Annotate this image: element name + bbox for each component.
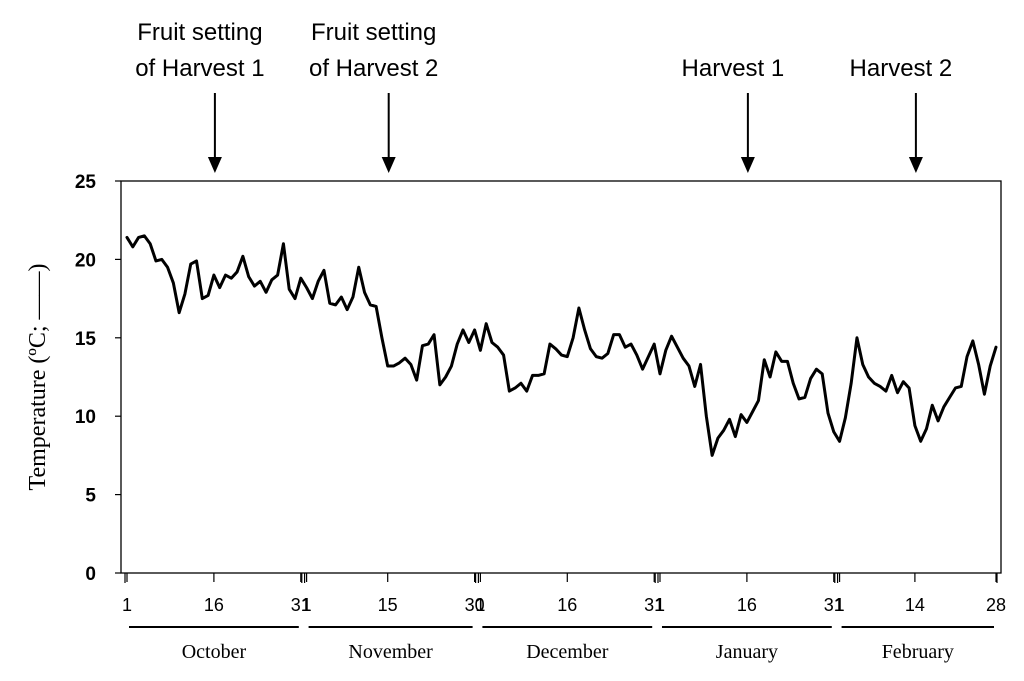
- annotation-text: Fruit setting: [311, 19, 436, 46]
- x-tick-label: 16: [557, 595, 577, 615]
- arrow-down-icon: [207, 157, 222, 173]
- x-tick-label: 1: [835, 595, 845, 615]
- event-annotation: Fruit setting of Harvest 2: [309, 19, 438, 173]
- month-label: December: [526, 641, 609, 663]
- event-annotation: Fruit setting of Harvest 1: [135, 19, 265, 173]
- x-tick-label: 31: [291, 595, 311, 615]
- x-axis: 1 16 311 15 301 16 311 16 311 14 28: [122, 573, 1006, 615]
- month-label: October: [182, 641, 247, 663]
- y-tick-label: 25: [75, 172, 97, 193]
- y-tick-label: 20: [75, 250, 96, 271]
- y-tick-label: 15: [75, 329, 97, 350]
- x-tick-label: 14: [905, 595, 925, 615]
- temperature-series-line: [125, 234, 998, 457]
- y-axis-label: Temperature (ºC; ——): [25, 263, 51, 490]
- y-tick-label: 10: [75, 407, 96, 428]
- x-tick-label: 31: [824, 595, 844, 615]
- annotation-text: of Harvest 2: [309, 55, 438, 82]
- event-annotation: Harvest 1: [682, 55, 785, 173]
- x-tick-label: 16: [204, 595, 224, 615]
- annotation-text: Harvest 1: [682, 55, 785, 82]
- x-tick-label: 31: [644, 595, 664, 615]
- y-axis: 0 5 10 15 20 25: [75, 172, 121, 585]
- arrow-down-icon: [740, 157, 755, 173]
- x-tick-label: 1: [655, 595, 665, 615]
- x-tick-label: 16: [737, 595, 757, 615]
- arrow-down-icon: [908, 157, 923, 173]
- arrow-down-icon: [381, 157, 396, 173]
- annotation-text: Harvest 2: [850, 55, 953, 82]
- annotation-text: Fruit setting: [137, 19, 262, 46]
- x-tick-label: 15: [378, 595, 398, 615]
- x-tick-label: 30: [465, 595, 485, 615]
- x-tick-label: 1: [122, 595, 132, 615]
- month-labels: October November December January February: [129, 626, 994, 663]
- month-label: January: [716, 641, 778, 663]
- x-tick-label: 1: [302, 595, 312, 615]
- month-label: February: [882, 641, 954, 663]
- annotations: Fruit setting of Harvest 1 Fruit setting of…: [135, 19, 952, 173]
- plot-frame: [120, 180, 1002, 574]
- x-tick-label: 28: [986, 595, 1006, 615]
- annotation-text: of Harvest 1: [135, 55, 264, 82]
- event-annotation: Harvest 2: [850, 55, 953, 173]
- y-tick-label: 0: [85, 564, 96, 585]
- month-label: November: [348, 641, 433, 663]
- y-tick-label: 5: [85, 486, 96, 507]
- x-tick-label: 1: [475, 595, 485, 615]
